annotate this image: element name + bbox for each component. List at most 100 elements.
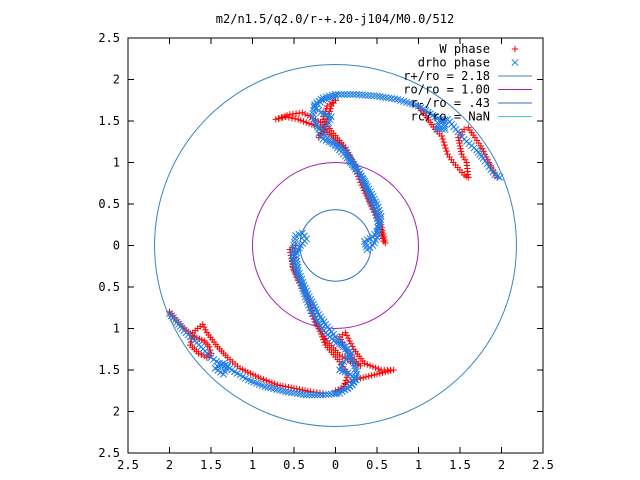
w-phase-point (480, 148, 487, 155)
drho-phase-point (351, 362, 359, 370)
x-tick-label: 2.5 (117, 458, 139, 472)
drho-phase-point (294, 263, 302, 271)
w-phase-point (188, 335, 195, 343)
w-phase-point (375, 365, 382, 373)
drho-phase-point (325, 390, 333, 398)
w-phase-point (275, 115, 282, 122)
w-phase-point (456, 139, 463, 147)
drho-phase-point (441, 116, 449, 124)
drho-phase-point (293, 260, 301, 268)
w-phase-point (272, 116, 279, 123)
w-phase-point (460, 126, 468, 133)
w-phase-point (455, 137, 463, 144)
x-tick-label: 0.5 (366, 458, 388, 472)
drho-phase-point (438, 125, 446, 133)
w-phase-point (443, 147, 450, 155)
w-phase-point (187, 341, 194, 349)
drho-phase-point (496, 173, 504, 181)
x-tick-label: 1 (249, 458, 256, 472)
drho-phase-point (292, 254, 300, 263)
w-phase-point (478, 145, 486, 152)
drho-phase-point (331, 90, 340, 98)
w-phase-point (206, 343, 213, 350)
w-phase-point (303, 119, 310, 126)
drho-phase-point (382, 93, 390, 102)
w-phase-point (271, 380, 278, 388)
w-phase-point (283, 112, 291, 119)
drho-phase-point (336, 389, 344, 397)
w-phase-point (300, 118, 307, 125)
x-tick-label: 2 (498, 458, 505, 472)
drho-phase-point (296, 390, 305, 398)
w-phase-point (368, 372, 375, 379)
w-phase-point (198, 351, 205, 358)
drho-phase-point (373, 92, 381, 100)
w-phase-point (461, 156, 469, 163)
drho-phase-point (313, 391, 322, 399)
drho-phase-point (291, 389, 299, 397)
drho-phase-point (385, 94, 393, 102)
legend-x-marker (511, 58, 519, 67)
w-phase-point (304, 112, 312, 119)
drho-phase-point (391, 95, 399, 103)
drho-phase-point (311, 391, 319, 399)
y-tick-label: 2.5 (98, 446, 120, 460)
data-marks (165, 90, 504, 399)
w-phase-point (381, 236, 388, 244)
drho-phase-point (364, 91, 372, 99)
drho-phase-point (316, 391, 324, 399)
w-phase-point (387, 367, 395, 374)
y-tick-label: 1.5 (98, 114, 120, 128)
w-phase-point (301, 110, 309, 118)
y-tick-label: 2 (113, 73, 120, 87)
y-tick-label: 1 (113, 156, 120, 170)
reference-circle (154, 64, 517, 427)
w-phase-point (440, 138, 447, 146)
reference-circles (154, 64, 517, 427)
drho-phase-point (305, 391, 313, 399)
w-phase-point (257, 375, 264, 382)
w-phase-point (347, 340, 355, 347)
w-phase-point (199, 321, 206, 328)
drho-phase-point (376, 93, 384, 101)
drho-phase-point (351, 365, 359, 373)
w-phase-point (297, 117, 305, 124)
w-phase-point (382, 368, 389, 376)
y-tick-label: 0.5 (98, 197, 120, 211)
drho-phase-point (352, 90, 360, 98)
y-tick-label: 2.5 (98, 31, 120, 45)
w-phase-point (265, 378, 273, 385)
w-phase-point (365, 373, 372, 380)
drho-phase-point (346, 90, 354, 98)
drho-phase-point (308, 391, 316, 399)
drho-phase-point (319, 391, 327, 399)
w-phase-point (326, 108, 333, 115)
w-phase-point (291, 115, 299, 122)
w-phase-point (299, 109, 306, 116)
drho-phase-point (358, 91, 366, 99)
drho-phase-point (369, 241, 377, 250)
w-phase-point (484, 156, 491, 163)
w-phase-point (438, 132, 445, 140)
drho-phase-point (373, 230, 381, 238)
w-phase-point (457, 145, 464, 152)
w-phase-point (288, 114, 296, 122)
w-phase-point (321, 339, 328, 346)
drho-phase-point (302, 391, 311, 399)
x-tick-label: 0 (332, 458, 339, 472)
w-phase-point (278, 114, 285, 121)
drho-phase-point (435, 117, 443, 125)
w-phase-point (359, 374, 367, 381)
w-phase-point (442, 144, 449, 152)
w-phase-point (202, 326, 209, 334)
drho-phase-point (285, 388, 293, 396)
drho-phase-point (349, 90, 357, 98)
legend-label: drho phase (418, 56, 490, 70)
w-phase-point (439, 135, 446, 143)
drho-phase-point (292, 251, 300, 260)
w-phase-point (305, 120, 313, 127)
w-phase-point (458, 151, 465, 158)
w-phase-point (441, 141, 448, 149)
drho-phase-point (288, 388, 296, 397)
